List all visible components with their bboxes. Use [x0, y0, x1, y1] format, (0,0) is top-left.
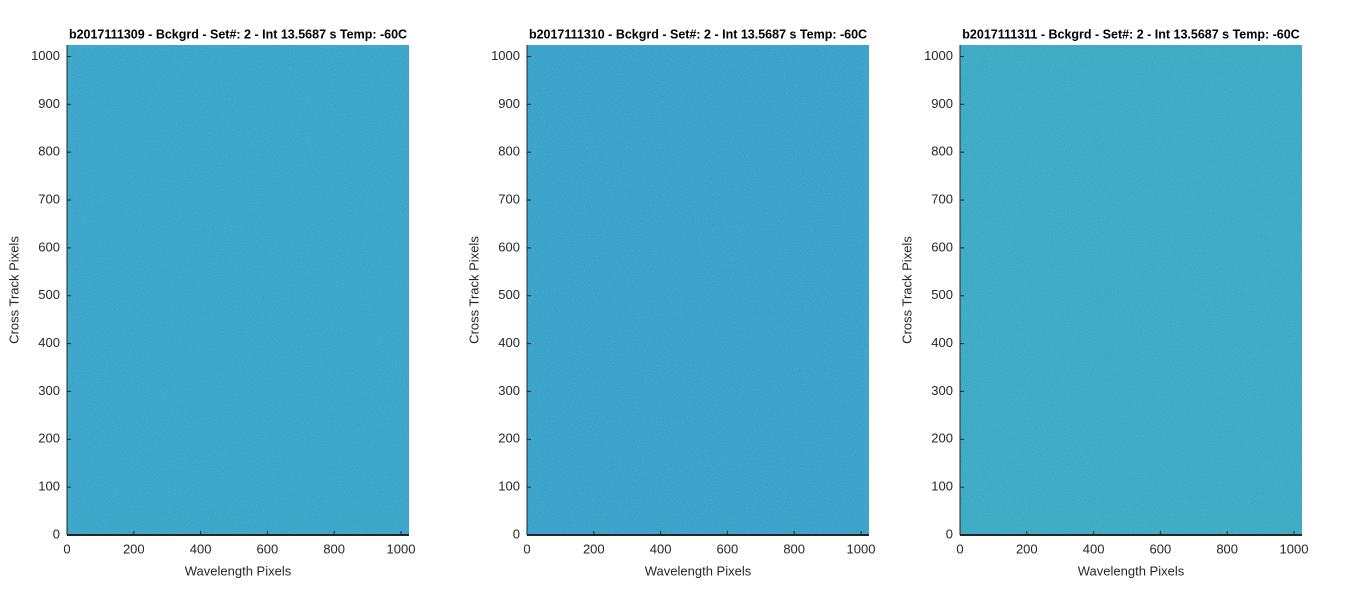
y-tick-label: 600 — [38, 239, 60, 254]
x-tick-label: 0 — [523, 541, 530, 556]
x-tick-label: 0 — [63, 541, 70, 556]
x-axis-label: Wavelength Pixels — [1078, 563, 1185, 578]
y-tick-label: 700 — [498, 191, 520, 206]
x-axis-label: Wavelength Pixels — [185, 563, 292, 578]
y-tick-label: 600 — [498, 239, 520, 254]
x-tick-label: 400 — [1083, 541, 1105, 556]
x-tick-label: 1000 — [387, 541, 416, 556]
y-tick-label: 0 — [53, 526, 60, 541]
y-tick-label: 300 — [498, 383, 520, 398]
y-tick-label: 900 — [38, 96, 60, 111]
y-tick-label: 200 — [931, 431, 953, 446]
y-tick-label: 400 — [498, 335, 520, 350]
y-tick-label: 200 — [38, 431, 60, 446]
y-tick-label: 1000 — [31, 48, 60, 63]
y-axis-label: Cross Track Pixels — [466, 236, 481, 344]
y-tick-label: 800 — [498, 144, 520, 159]
chart-title: b2017111311 - Bckgrd - Set#: 2 - Int 13.… — [962, 27, 1299, 41]
y-tick-label: 300 — [38, 383, 60, 398]
y-tick-label: 100 — [38, 479, 60, 494]
chart-title: b2017111309 - Bckgrd - Set#: 2 - Int 13.… — [69, 27, 407, 41]
y-tick-label: 900 — [498, 96, 520, 111]
y-tick-label: 0 — [513, 526, 520, 541]
x-tick-label: 800 — [783, 541, 805, 556]
image — [527, 45, 869, 535]
y-tick-label: 900 — [931, 96, 953, 111]
y-axis-label: Cross Track Pixels — [899, 236, 914, 344]
y-tick-label: 600 — [931, 239, 953, 254]
y-tick-label: 100 — [931, 479, 953, 494]
y-tick-label: 700 — [38, 191, 60, 206]
chart-title: b2017111310 - Bckgrd - Set#: 2 - Int 13.… — [529, 27, 867, 41]
x-tick-label: 600 — [257, 541, 279, 556]
y-tick-label: 400 — [931, 335, 953, 350]
x-tick-label: 1000 — [1280, 541, 1309, 556]
x-tick-label: 0 — [956, 541, 963, 556]
x-tick-label: 600 — [1150, 541, 1172, 556]
x-tick-label: 200 — [583, 541, 605, 556]
x-tick-label: 400 — [190, 541, 212, 556]
y-tick-label: 0 — [946, 526, 953, 541]
x-tick-label: 800 — [323, 541, 345, 556]
x-tick-label: 200 — [1016, 541, 1038, 556]
y-tick-label: 500 — [38, 287, 60, 302]
y-tick-label: 800 — [931, 144, 953, 159]
y-tick-label: 1000 — [491, 48, 520, 63]
x-tick-label: 600 — [717, 541, 739, 556]
y-axis-label: Cross Track Pixels — [6, 236, 21, 344]
y-tick-label: 200 — [498, 431, 520, 446]
image — [960, 45, 1302, 535]
y-tick-label: 800 — [38, 144, 60, 159]
y-tick-label: 500 — [931, 287, 953, 302]
x-tick-label: 200 — [123, 541, 145, 556]
image — [67, 45, 409, 535]
x-tick-label: 400 — [650, 541, 672, 556]
y-tick-label: 500 — [498, 287, 520, 302]
x-tick-label: 800 — [1216, 541, 1238, 556]
y-tick-label: 100 — [498, 479, 520, 494]
y-tick-label: 300 — [931, 383, 953, 398]
y-tick-label: 1000 — [924, 48, 953, 63]
y-tick-label: 700 — [931, 191, 953, 206]
x-tick-label: 1000 — [847, 541, 876, 556]
y-tick-label: 400 — [38, 335, 60, 350]
x-axis-label: Wavelength Pixels — [645, 563, 752, 578]
